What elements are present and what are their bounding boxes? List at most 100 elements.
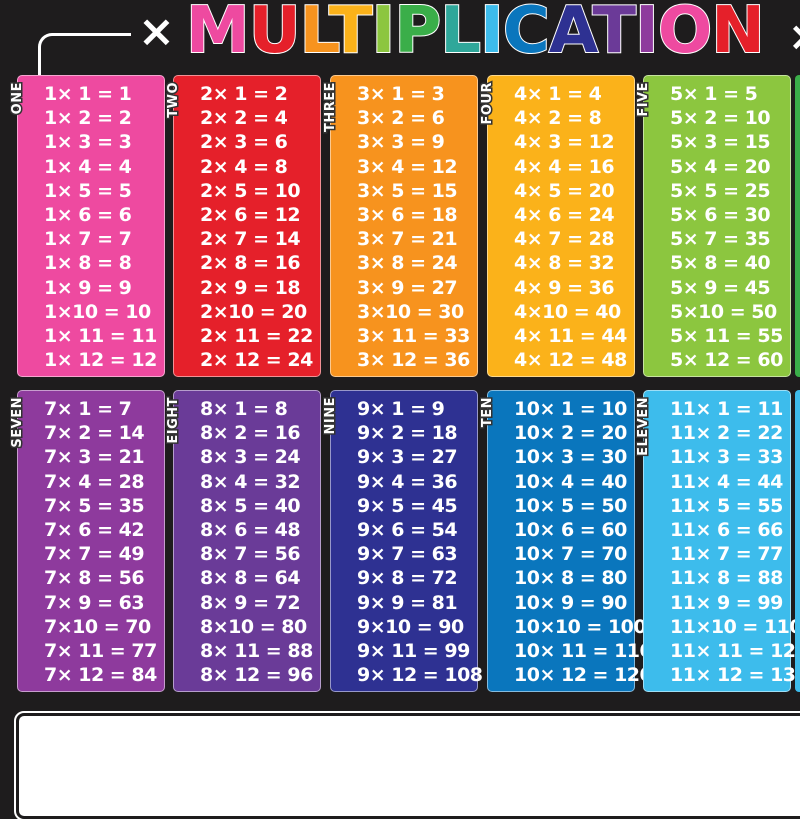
equation: 2× 12 = 24: [200, 349, 313, 372]
times-table-eleven: ELEVEN 11× 1 = 11 11× 2 = 22 11× 3 = 33 11× …: [635, 390, 800, 692]
equation: 3× 11 = 33: [357, 325, 470, 348]
equation: 8× 11 = 88: [200, 640, 313, 663]
table-label: NINE: [322, 396, 340, 436]
equation: 2× 2 = 4: [200, 107, 288, 130]
poster-title: MULTIPLICATION: [185, 0, 766, 69]
equation: 3× 4 = 12: [357, 155, 458, 178]
times-table-three: THREE 3× 1 = 3 3× 2 = 6 3× 3 = 9 3× 4 = 12 3×…: [322, 75, 478, 377]
title-letter: P: [393, 0, 442, 69]
title-letter: A: [548, 0, 595, 69]
equation: 11× 3 = 33: [670, 446, 783, 469]
equation: 9× 2 = 18: [357, 422, 458, 445]
equation: 1× 7 = 7: [44, 228, 132, 251]
equation: 8× 2 = 16: [200, 422, 301, 445]
equation: 3×10 = 30: [357, 300, 464, 323]
equation: 3× 7 = 21: [357, 228, 458, 251]
equation: 3× 5 = 15: [357, 179, 458, 202]
equation: 11× 6 = 66: [670, 519, 783, 542]
equation: 7× 9 = 63: [44, 591, 145, 614]
equation: 8× 1 = 8: [200, 398, 288, 420]
times-table-eight: EIGHT 8× 1 = 8 8× 2 = 16 8× 3 = 24 8× 4 = 32…: [165, 390, 321, 692]
equation: 3× 12 = 36: [357, 349, 470, 372]
equation: 10× 5 = 50: [514, 494, 627, 517]
equation: 10× 8 = 80: [514, 567, 627, 590]
times-table-five: FIVE 5× 1 = 5 5× 2 = 10 5× 3 = 15 5× 4 = 20 5…: [635, 75, 791, 377]
equation: 2× 5 = 10: [200, 179, 301, 202]
equation: 2× 3 = 6: [200, 131, 288, 154]
equation: 8× 8 = 64: [200, 567, 301, 590]
equation: 1× 11 = 11: [44, 325, 157, 348]
title-letter: N: [710, 0, 766, 69]
equation: 2× 4 = 8: [200, 155, 288, 178]
table-label: EIGHT: [165, 396, 183, 446]
equation: 8× 6 = 48: [200, 519, 301, 542]
equation: 7× 3 = 21: [44, 446, 145, 469]
equation: 10× 6 = 60: [514, 519, 627, 542]
equation: 1× 8 = 8: [44, 252, 132, 275]
equation: 7× 11 = 77: [44, 640, 157, 663]
title-letter: T: [591, 0, 637, 69]
equation: 10× 2 = 20: [514, 422, 627, 445]
times-table-seven: SEVEN 7× 1 = 7 7× 2 = 14 7× 3 = 21 7× 4 = 28…: [9, 390, 165, 692]
equation: 5× 4 = 20: [670, 155, 771, 178]
equation: 5× 5 = 25: [670, 179, 771, 202]
equation: 7× 8 = 56: [44, 567, 145, 590]
bracket-line: [38, 33, 131, 78]
equation: 11× 2 = 22: [670, 422, 783, 445]
equation: 5× 12 = 60: [670, 349, 783, 372]
equation: 3× 6 = 18: [357, 204, 458, 227]
equation: 4×10 = 40: [514, 300, 621, 323]
equation: 11× 9 = 99: [670, 591, 783, 614]
equation: 11×10 = 110: [670, 615, 800, 638]
times-table-nine: NINE 9× 1 = 9 9× 2 = 18 9× 3 = 27 9× 4 = 36 9…: [322, 390, 483, 692]
equation: 9× 8 = 72: [357, 567, 458, 590]
times-symbol-right: ×: [788, 14, 800, 60]
writing-area: [14, 711, 800, 819]
equation: 9× 12 = 108: [357, 664, 483, 687]
title-letter: U: [248, 0, 302, 69]
equation: 11× 5 = 55: [670, 494, 783, 517]
equation: 10× 12 = 120: [514, 664, 653, 687]
times-table-two: TWO 2× 1 = 2 2× 2 = 4 2× 3 = 6 2× 4 = 8 2× 5 …: [165, 75, 321, 377]
next-card-edge-bottom: [795, 390, 800, 692]
equation: 10× 9 = 90: [514, 591, 627, 614]
table-label: TEN: [479, 396, 497, 429]
equation: 7× 7 = 49: [44, 543, 145, 566]
equation: 1× 12 = 12: [44, 349, 157, 372]
equation: 2× 7 = 14: [200, 228, 301, 251]
equation: 11× 1 = 11: [670, 398, 783, 420]
equation: 3× 8 = 24: [357, 252, 458, 275]
equation: 8× 9 = 72: [200, 591, 301, 614]
equation: 10× 11 = 110: [514, 640, 653, 663]
equation: 8×10 = 80: [200, 615, 307, 638]
equation: 10× 4 = 40: [514, 470, 627, 493]
equation: 10× 7 = 70: [514, 543, 627, 566]
equation: 5× 2 = 10: [670, 107, 771, 130]
equation: 1× 1 = 1: [44, 83, 132, 105]
equation: 2× 11 = 22: [200, 325, 313, 348]
equation: 5×10 = 50: [670, 300, 777, 323]
title-letter: T: [328, 0, 374, 69]
table-label: ELEVEN: [635, 396, 653, 458]
times-table-one: ONE 1× 1 = 1 1× 2 = 2 1× 3 = 3 1× 4 = 4 1× 5 …: [9, 75, 165, 377]
equation: 4× 1 = 4: [514, 83, 602, 105]
equation: 8× 12 = 96: [200, 664, 313, 687]
equation: 5× 3 = 15: [670, 131, 771, 154]
equation: 10× 1 = 10: [514, 398, 627, 420]
equation: 4× 2 = 8: [514, 107, 602, 130]
equation: 1× 3 = 3: [44, 131, 132, 154]
equation: 3× 9 = 27: [357, 276, 458, 299]
equation: 1×10 = 10: [44, 300, 151, 323]
title-letter: I: [479, 0, 505, 69]
equation: 8× 7 = 56: [200, 543, 301, 566]
equation: 2× 8 = 16: [200, 252, 301, 275]
equation: 3× 1 = 3: [357, 83, 445, 105]
equation: 9× 7 = 63: [357, 543, 458, 566]
equation: 1× 6 = 6: [44, 204, 132, 227]
equation: 7× 2 = 14: [44, 422, 145, 445]
title-letter: O: [657, 0, 713, 69]
equation: 5× 6 = 30: [670, 204, 771, 227]
equation: 4× 8 = 32: [514, 252, 615, 275]
equation: 9× 11 = 99: [357, 640, 470, 663]
table-label: THREE: [322, 81, 340, 134]
